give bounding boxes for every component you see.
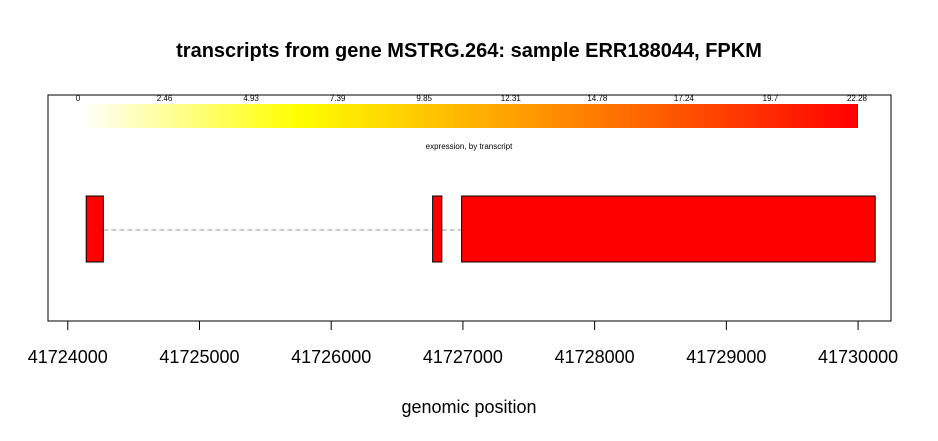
colorbar-tick-label: 9.85: [416, 94, 432, 103]
colorbar-tick-label: 19.7: [763, 94, 779, 103]
x-axis-label: genomic position: [401, 397, 536, 417]
colorbar-tick-label: 2.46: [157, 94, 173, 103]
x-tick-label: 41726000: [291, 347, 371, 367]
x-axis: 41724000 41725000 41726000 41727000 41728000…: [28, 320, 898, 367]
x-tick-label: 41730000: [818, 347, 898, 367]
colorbar-tick-labels: 0 2.46 4.93 7.39 9.85 12.31 14.78 17.24 19.7 22.2…: [76, 94, 868, 103]
x-tick-label: 41729000: [686, 347, 766, 367]
exon-block: [432, 195, 443, 263]
colorbar-tick-label: 17.24: [674, 94, 695, 103]
x-tick-label: 41728000: [555, 347, 635, 367]
chart-title: transcripts from gene MSTRG.264: sample …: [176, 40, 762, 62]
colorbar: [80, 104, 858, 128]
transcripts-layer: [85, 195, 876, 263]
colorbar-tick-label: 7.39: [330, 94, 346, 103]
exon-block: [461, 195, 876, 263]
colorbar-tick-label: 4.93: [243, 94, 259, 103]
colorbar-tick-label: 14.78: [587, 94, 608, 103]
colorbar-tick-label: 0: [76, 94, 81, 103]
x-tick-label: 41724000: [28, 347, 108, 367]
colorbar-tick-label: 22.28: [847, 94, 868, 103]
colorbar-tick-label: 12.31: [501, 94, 522, 103]
exon-block: [85, 195, 104, 263]
x-tick-label: 41725000: [159, 347, 239, 367]
colorbar-label: expression, by transcript: [426, 142, 513, 151]
x-tick-label: 41727000: [423, 347, 503, 367]
